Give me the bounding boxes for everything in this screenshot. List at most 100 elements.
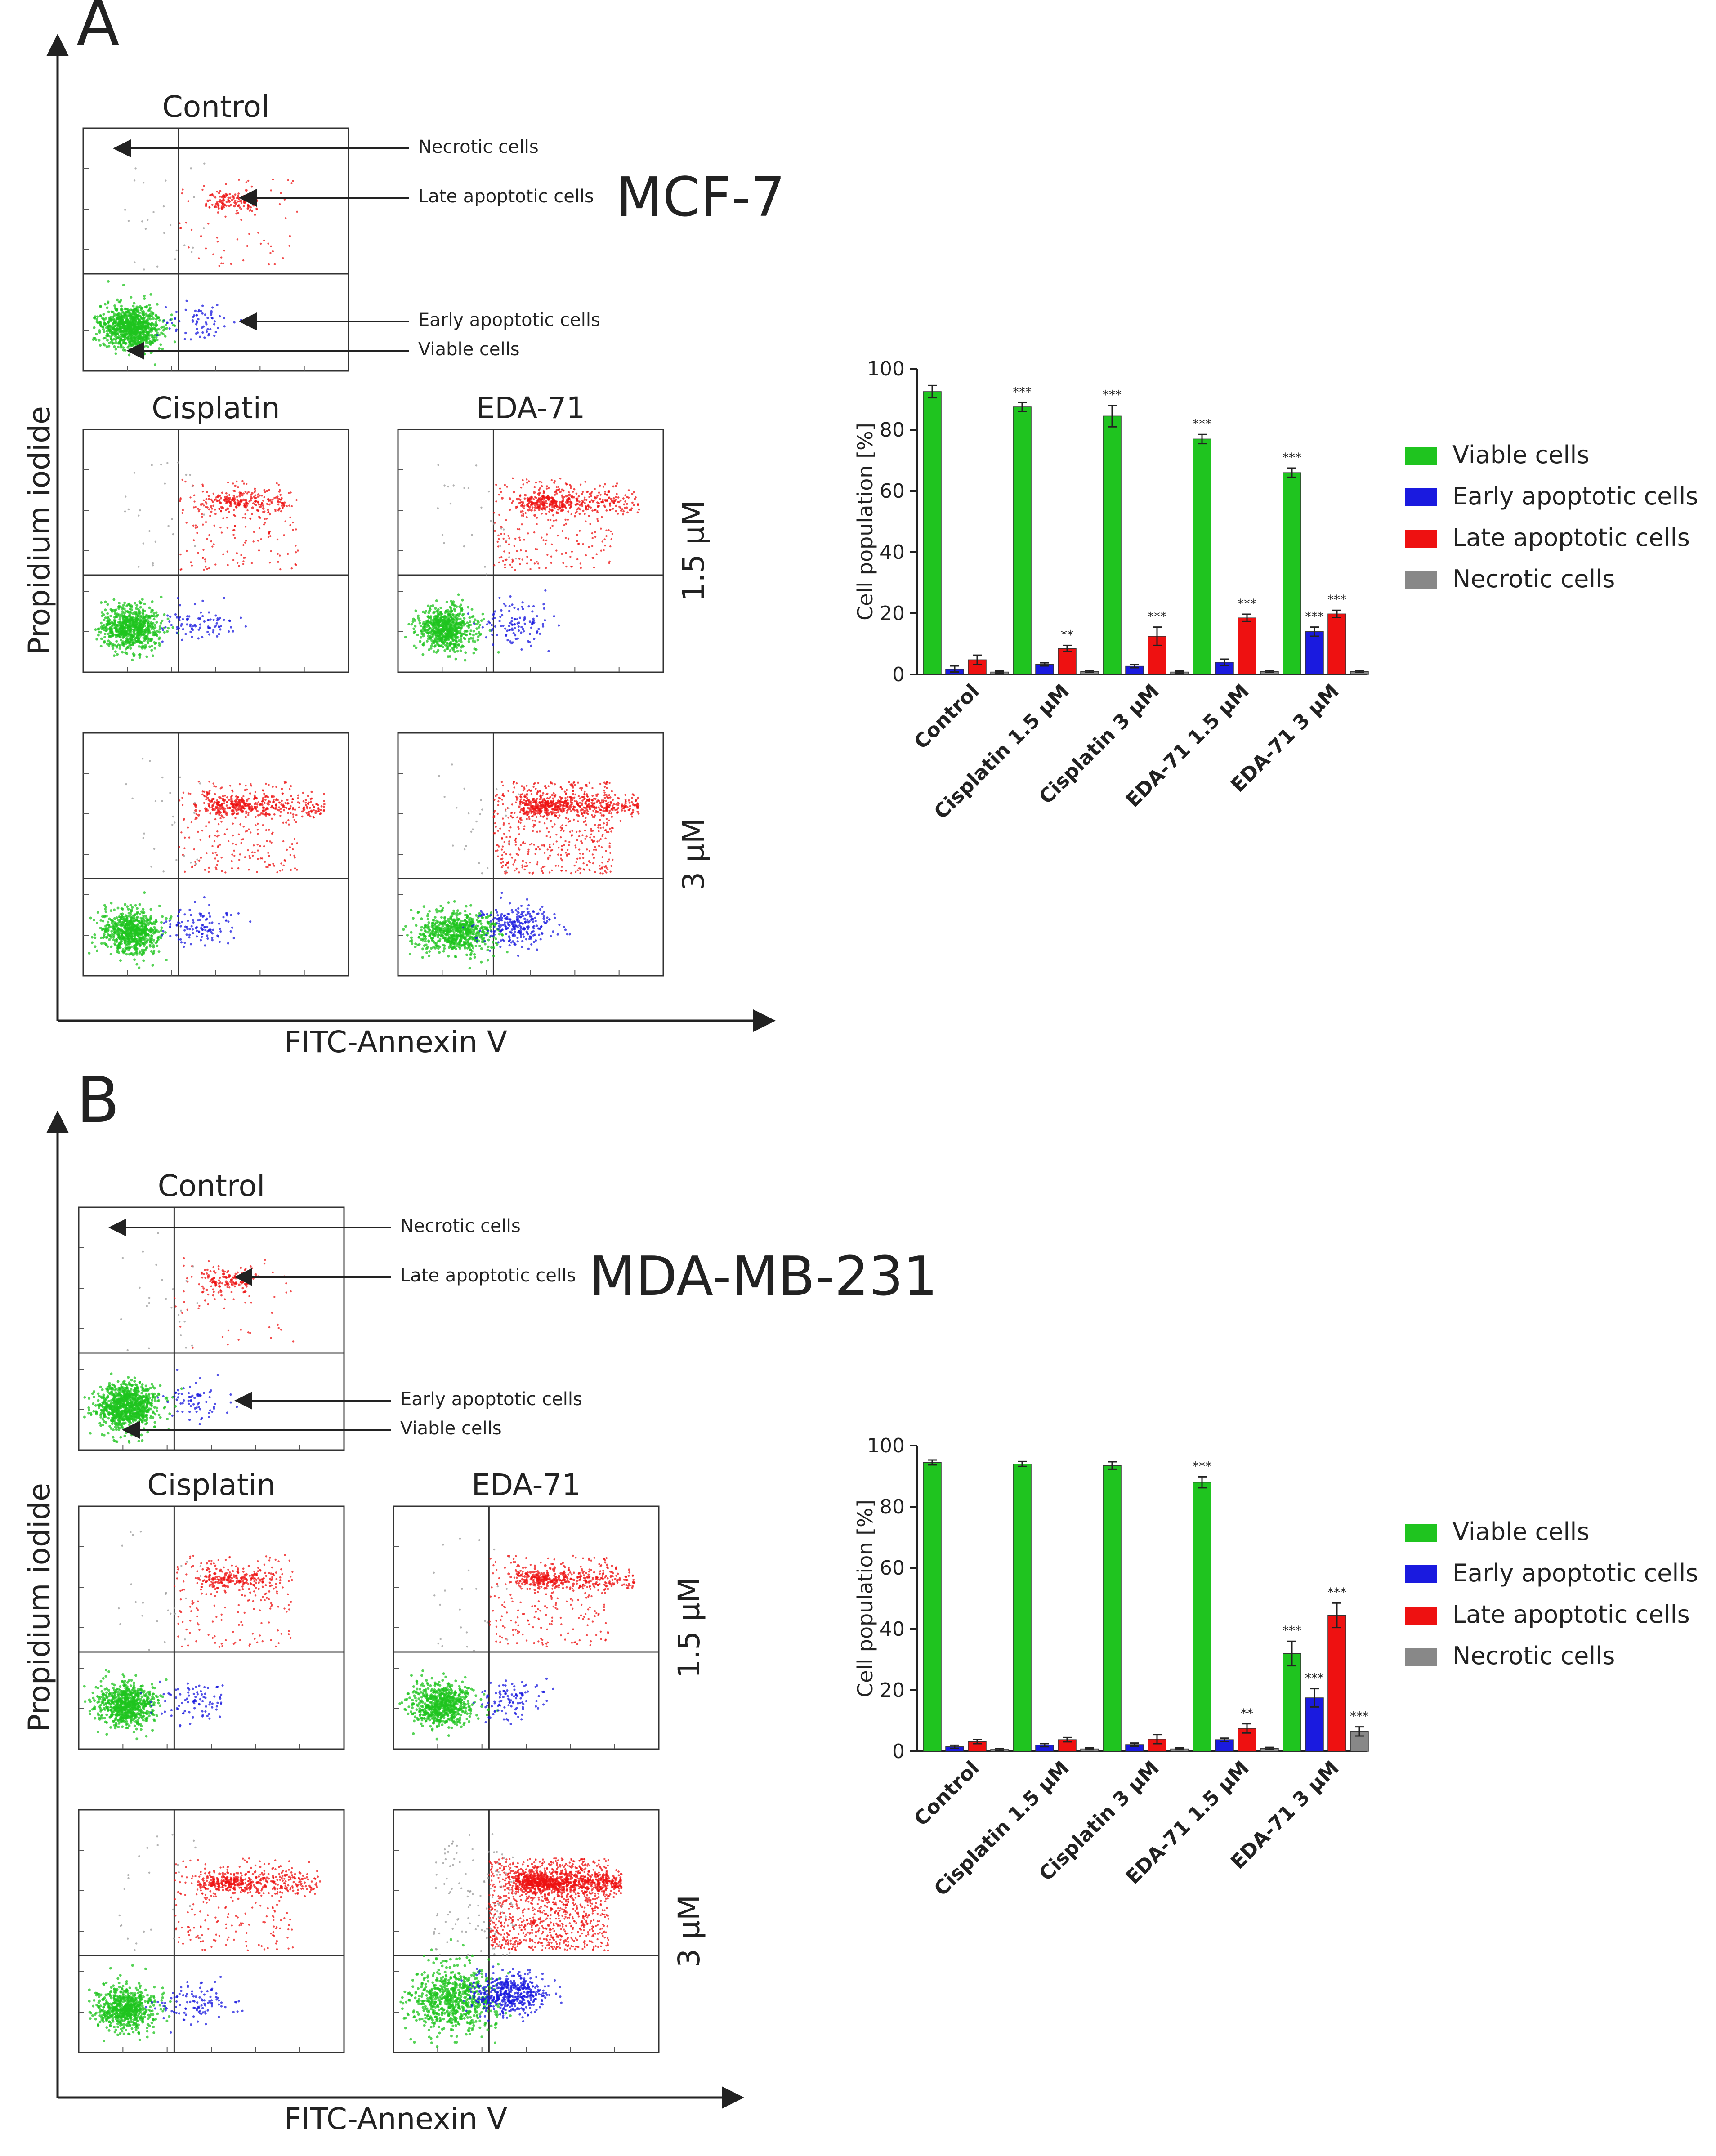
panel-a-plot-r0-c1-event-dot <box>525 550 527 552</box>
panel-a-plot-r1-c0-event-dot <box>100 937 103 939</box>
panel-a-plot-r0-c1-event-dot <box>608 497 610 499</box>
panel-a-plot-r0-c1-event-dot <box>568 504 571 506</box>
panel-a-plot-r0-c1-event-dot <box>554 494 556 495</box>
panel-a-plot-r0-c1-event-dot <box>637 511 639 513</box>
panel-a-plot-control-event-dot <box>208 333 210 335</box>
panel-a-plot-r1-c0-event-dot <box>250 831 251 833</box>
panel-a-plot-r0-c1-event-dot <box>513 632 515 634</box>
panel-a-plot-r0-c0-event-dot <box>111 610 113 613</box>
panel-a-plot-r0-c1-event-dot <box>455 616 457 619</box>
panel-a-plot-control-event-dot <box>217 327 219 329</box>
panel-a-plot-r0-c0-event-dot <box>153 632 156 634</box>
panel-a-plot-control-event-dot <box>143 295 146 297</box>
panel-a-plot-r0-c0-event-dot <box>252 502 255 504</box>
panel-a-plot-r0-c0-event-dot <box>251 506 254 509</box>
panel-a-plot-r0-c1-event-dot <box>523 515 524 517</box>
panel-a-plot-r0-c1-event-dot <box>427 629 430 632</box>
panel-a-plot-r0-c1-event-dot <box>545 500 547 502</box>
panel-a-plot-r0-c0-event-dot <box>137 633 139 636</box>
panel-a-plot-r1-c0-event-dot <box>224 833 226 835</box>
panel-a-plot-r1-c0-event-dot <box>110 902 112 904</box>
panel-a-plot-r0-c0-event-dot <box>297 549 299 551</box>
panel-a-plot-r0-c1-event-dot <box>499 487 501 489</box>
panel-a-plot-r0-c1-event-dot <box>541 536 542 538</box>
panel-a-plot-control-event-dot <box>111 311 114 313</box>
panel-a-plot-r0-c1-event-dot <box>602 499 604 501</box>
panel-a-plot-r0-c1-event-dot <box>530 645 532 647</box>
panel-a-plot-r0-c0-event-dot <box>258 549 260 551</box>
panel-a-plot-r1-c0-event-dot <box>268 829 270 831</box>
panel-a-plot-r0-c1-event-dot <box>506 639 509 641</box>
panel-a-plot-r0-c1-event-dot <box>452 630 455 633</box>
panel-a-plot-r0-c1-event-dot <box>535 482 537 483</box>
panel-a-plot-control-event-dot <box>128 323 130 326</box>
panel-a-plot-r0-c1-event-dot <box>509 605 511 607</box>
panel-a-plot-r0-c1-event-dot <box>537 628 540 630</box>
panel-a-plot-r0-c0-event-dot <box>147 622 149 625</box>
panel-a-plot-r0-c1-event-dot <box>512 478 514 479</box>
panel-a-plot-r0-c1-event-dot <box>509 509 511 511</box>
panel-a-plot-r0-c0-event-dot <box>289 517 291 518</box>
panel-a-plot-r0-c1-event-dot <box>456 627 458 630</box>
panel-a-plot-r0-c1-event-dot <box>580 562 581 564</box>
panel-a-plot-r0-c0-event-dot <box>193 539 195 541</box>
panel-a-plot-r0-c1-event-dot <box>518 502 520 504</box>
panel-a-plot-r1-c0-event-dot <box>136 929 139 932</box>
panel-a-plot-r0-c0-event-dot <box>203 513 205 515</box>
panel-a-plot-r1-c0-event-dot <box>224 795 226 796</box>
panel-a-plot-control-event-dot <box>107 280 110 283</box>
panel-a-plot-r1-c0-event-dot <box>188 909 191 911</box>
panel-a-plot-r0-c1-event-dot <box>447 486 449 487</box>
panel-a-plot-control-event-dot <box>217 211 219 214</box>
panel-a-plot-r0-c0-event-dot <box>180 623 183 625</box>
panel-a-plot-r0-c0-event-dot <box>125 495 126 497</box>
panel-a-plot-r0-c1-event-dot <box>532 622 534 625</box>
panel-a-plot-r0-c1-event-dot <box>519 495 521 498</box>
panel-a-plot-r1-c0-event-dot <box>201 915 204 918</box>
panel-a-plot-r0-c1-event-dot <box>615 505 617 507</box>
panel-a-plot-r0-c1-event-dot <box>530 501 533 504</box>
panel-a-plot-r1-c0-event-dot <box>211 939 214 941</box>
panel-a-plot-r0-c0-event-dot <box>110 636 112 638</box>
panel-a-plot-control-event-dot <box>190 338 192 340</box>
panel-a-plot-r0-c1-event-dot <box>518 558 520 559</box>
panel-a-plot-r1-c0-event-dot <box>161 934 163 937</box>
panel-a-plot-r0-c0-event-dot <box>139 656 141 659</box>
panel-a-plot-r0-c1-event-dot <box>516 618 518 620</box>
panel-a-plot-control-event-dot <box>141 317 144 320</box>
panel-a-plot-control-event-dot <box>96 315 99 318</box>
panel-a-plot-r1-c0-event-dot <box>225 920 227 922</box>
panel-a-plot-control-event-dot <box>174 340 176 343</box>
panel-a-plot-control-event-dot <box>170 224 171 226</box>
panel-a-plot-r1-c0-event-dot <box>262 810 264 812</box>
panel-a-plot-control-event-dot <box>138 341 141 344</box>
panel-a-plot-control-event-dot <box>155 324 158 327</box>
panel-a-plot-r0-c1-event-dot <box>535 497 537 499</box>
panel-a-plot-r0-c1-event-dot <box>509 595 511 598</box>
panel-a-plot-r1-c0-event-dot <box>180 941 183 943</box>
panel-a-plot-control-event-dot <box>215 203 218 205</box>
panel-a-plot-r0-c0-event-dot <box>138 628 140 631</box>
panel-a-plot-control-event-dot <box>99 314 102 317</box>
panel-a-plot-r1-c0-event-dot <box>231 789 233 791</box>
panel-a-plot-r0-c0-event-dot <box>221 531 223 533</box>
panel-a-plot-r0-c1-event-dot <box>581 502 583 504</box>
panel-a-plot-r0-c0-event-dot <box>208 498 210 500</box>
panel-a-plot-r0-c1-event-dot <box>565 501 568 504</box>
panel-a-plot-r1-c0-event-dot <box>192 919 194 921</box>
panel-a-plot-control-event-dot <box>122 334 125 336</box>
panel-a-plot-r1-c0-event-dot <box>290 795 292 797</box>
panel-a-plot-r0-c1-event-dot <box>590 506 592 509</box>
panel-a-plot-r1-c0-event-dot <box>308 812 310 815</box>
panel-a-plot-r0-c1-event-dot <box>460 634 463 637</box>
panel-a-plot-r0-c1-event-dot <box>554 480 556 482</box>
panel-a-plot-r0-c1-event-dot <box>484 566 486 567</box>
panel-a-plot-r1-c0-event-dot <box>266 840 268 842</box>
panel-a-plot-control-event-dot <box>193 314 195 317</box>
panel-a-plot-r0-c1-event-dot <box>588 515 590 517</box>
panel-a-plot-r0-c0-event-dot <box>115 635 118 638</box>
panel-a-plot-control-event-dot <box>205 203 207 205</box>
panel-a-plot-control-event-dot <box>171 322 173 324</box>
panel-a-plot-r0-c0-event-dot <box>160 464 162 465</box>
panel-a-plot-control-event-dot <box>185 300 188 302</box>
